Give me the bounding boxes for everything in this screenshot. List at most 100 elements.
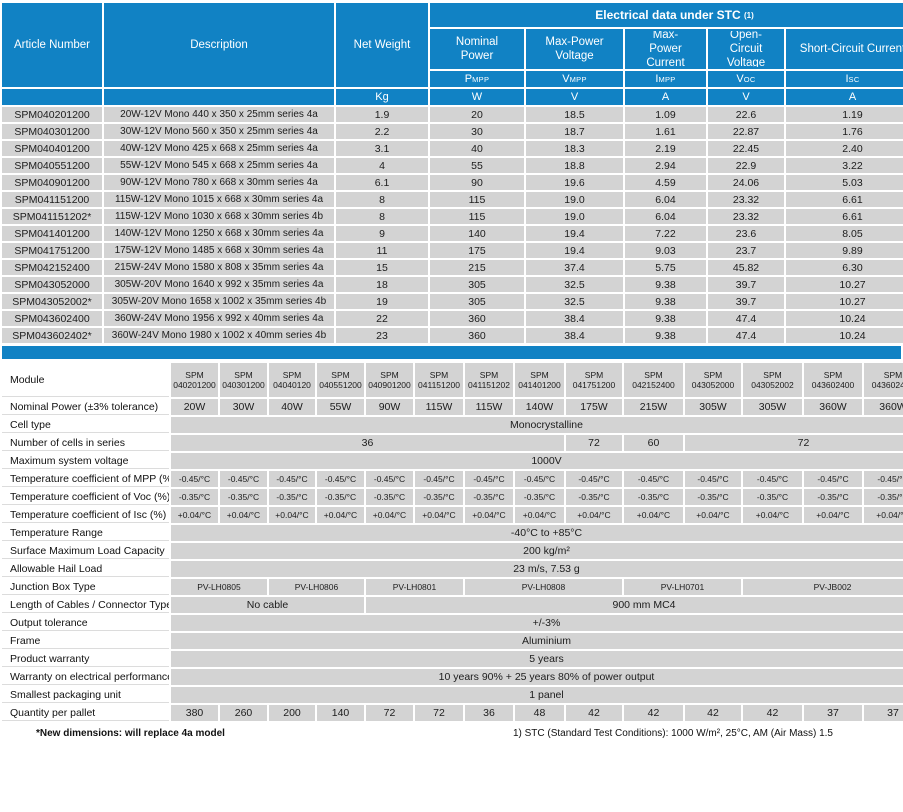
cell-article: SPM041751200 <box>2 243 102 258</box>
cell-impp: 2.94 <box>625 158 706 173</box>
spec-cell: PV-LH0701 <box>624 579 741 595</box>
spec-cell: 72 <box>366 705 413 721</box>
specifications-table: Module SPM 040201200 SPM 040301200 SPM 040401… <box>0 361 903 723</box>
spec-cell: 140 <box>317 705 364 721</box>
cell-weight: 4 <box>336 158 428 173</box>
cell-impp: 9.03 <box>625 243 706 258</box>
col-header-description: Description <box>104 3 334 87</box>
cell-article: SPM040301200 <box>2 124 102 139</box>
spec-cell: -0.35/°C <box>220 489 267 505</box>
panel-row: SPM043602400 360W-24V Mono 1956 x 992 x 4… <box>2 311 903 326</box>
cell-weight: 15 <box>336 260 428 275</box>
cell-article: SPM043602402* <box>2 328 102 343</box>
spec-cell: -0.35/°C <box>415 489 463 505</box>
panel-row: SPM040301200 30W-12V Mono 560 x 350 x 25m… <box>2 124 903 139</box>
spec-row-label: Junction Box Type <box>2 579 169 595</box>
cell-impp: 1.61 <box>625 124 706 139</box>
spec-cell: -0.35/°C <box>743 489 802 505</box>
cell-voc: 39.7 <box>708 294 784 309</box>
spec-cell: 115W <box>465 399 513 415</box>
module-column-header: SPM 041401200 <box>515 363 564 397</box>
spec-cell: PV-JB002 <box>743 579 903 595</box>
spec-row: Length of Cables / Connector Type No cabl… <box>2 597 903 613</box>
module-column-header: SPM 041151200 <box>415 363 463 397</box>
cell-vmpp: 19.4 <box>526 243 623 258</box>
spec-row-label: Temperature Range <box>2 525 169 541</box>
cell-isc: 1.76 <box>786 124 903 139</box>
spec-cell: +0.04/°C <box>415 507 463 523</box>
cell-article: SPM041151200 <box>2 192 102 207</box>
cell-isc: 10.27 <box>786 294 903 309</box>
header-row-units: Kg W V A V A <box>2 89 903 105</box>
footnote-stc-definition: 1) STC (Standard Test Conditions): 1000 … <box>512 728 833 739</box>
spec-cell: -0.45/°C <box>415 471 463 487</box>
spec-cell: 55W <box>317 399 364 415</box>
spec-cell: -0.45/°C <box>465 471 513 487</box>
cell-voc: 23.6 <box>708 226 784 241</box>
cell-pmpp: 360 <box>430 311 524 326</box>
spec-cell: 90W <box>366 399 413 415</box>
spec-cell: -0.35/°C <box>465 489 513 505</box>
spec-row-label: Surface Maximum Load Capacity <box>2 543 169 559</box>
cell-voc: 39.7 <box>708 277 784 292</box>
module-column-header: SPM 043052002 <box>743 363 802 397</box>
spec-cell: -0.35/°C <box>366 489 413 505</box>
spec-cell: 380 <box>171 705 218 721</box>
spec-cell: 175W <box>566 399 622 415</box>
cell-pmpp: 175 <box>430 243 524 258</box>
cell-voc: 22.45 <box>708 141 784 156</box>
cell-impp: 6.04 <box>625 209 706 224</box>
spec-cell: -0.45/°C <box>269 471 315 487</box>
spec-row-label: Allowable Hail Load <box>2 561 169 577</box>
spec-cell: 37 <box>864 705 903 721</box>
col-header-max-power-current: Max- Power Current <box>625 29 706 69</box>
spec-cell: 360W <box>804 399 862 415</box>
cell-vmpp: 32.5 <box>526 277 623 292</box>
panel-row: SPM040201200 20W-12V Mono 440 x 350 x 25m… <box>2 107 903 122</box>
spec-row-label: Quantity per pallet <box>2 705 169 721</box>
panel-row: SPM040551200 55W-12V Mono 545 x 668 x 25m… <box>2 158 903 173</box>
panel-row: SPM040901200 90W-12V Mono 780 x 668 x 30m… <box>2 175 903 190</box>
spec-cell: -40°C to +85°C <box>171 525 903 541</box>
module-column-header: SPM 04040120 <box>269 363 315 397</box>
symbol-impp: IMPP <box>625 71 706 87</box>
cell-isc: 5.03 <box>786 175 903 190</box>
spec-cell: 37 <box>804 705 862 721</box>
spec-cell: 900 mm MC4 <box>366 597 903 613</box>
cell-voc: 23.7 <box>708 243 784 258</box>
panel-row: SPM043052000 305W-20V Mono 1640 x 992 x 3… <box>2 277 903 292</box>
symbol-voc: VOC <box>708 71 784 87</box>
spec-row: Temperature coefficient of Voc (%) -0.35/… <box>2 489 903 505</box>
panel-row: SPM041751200 175W-12V Mono 1485 x 668 x 3… <box>2 243 903 258</box>
spec-cell: 40W <box>269 399 315 415</box>
spec-table-body: Module SPM 040201200 SPM 040301200 SPM 040401… <box>2 363 903 721</box>
module-column-header: SPM 040201200 <box>171 363 218 397</box>
cell-pmpp: 40 <box>430 141 524 156</box>
spec-row: Maximum system voltage 1000V <box>2 453 903 469</box>
spec-cell: 30W <box>220 399 267 415</box>
spec-row: Allowable Hail Load 23 m/s, 7.53 g <box>2 561 903 577</box>
cell-vmpp: 19.0 <box>526 192 623 207</box>
spec-cell: +0.04/°C <box>743 507 802 523</box>
stc-group-header: Electrical data under STC (1) <box>430 3 903 27</box>
cell-voc: 23.32 <box>708 192 784 207</box>
cell-impp: 9.38 <box>625 277 706 292</box>
cell-description: 55W-12V Mono 545 x 668 x 25mm series 4a <box>104 158 334 173</box>
spec-cell: 42 <box>685 705 741 721</box>
cell-pmpp: 20 <box>430 107 524 122</box>
col-header-article-number: Article Number <box>2 3 102 87</box>
spec-row: Output tolerance +/-3% <box>2 615 903 631</box>
cell-voc: 47.4 <box>708 328 784 343</box>
header-row-names: Nominal Power Max-Power Voltage Max- Pow… <box>2 29 903 69</box>
cell-pmpp: 115 <box>430 209 524 224</box>
cell-description: 30W-12V Mono 560 x 350 x 25mm series 4a <box>104 124 334 139</box>
spec-row-label: Number of cells in series <box>2 435 169 451</box>
cell-weight: 22 <box>336 311 428 326</box>
spec-row: Temperature coefficient of MPP (%) -0.45/… <box>2 471 903 487</box>
spec-row: Product warranty 5 years <box>2 651 903 667</box>
spec-cell: 36 <box>465 705 513 721</box>
cell-article: SPM041151202* <box>2 209 102 224</box>
cell-article: SPM042152400 <box>2 260 102 275</box>
module-column-header: SPM 040551200 <box>317 363 364 397</box>
spec-cell: +0.04/°C <box>685 507 741 523</box>
